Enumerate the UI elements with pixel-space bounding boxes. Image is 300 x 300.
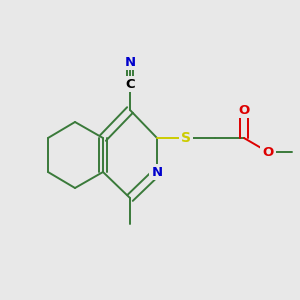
Text: N: N	[124, 56, 136, 68]
Text: O: O	[262, 146, 274, 158]
Text: S: S	[181, 131, 191, 145]
Text: O: O	[238, 103, 250, 116]
Text: N: N	[152, 166, 163, 178]
Text: C: C	[125, 77, 135, 91]
